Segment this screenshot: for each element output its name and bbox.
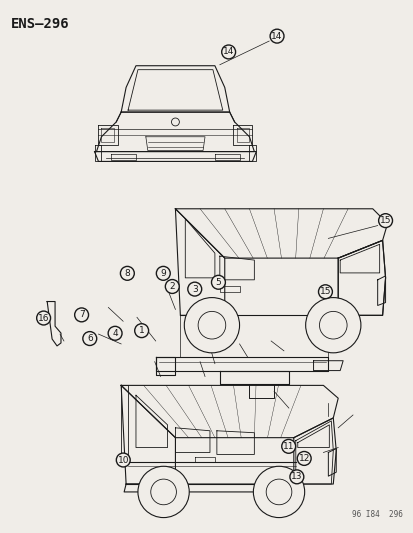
Text: 6: 6 <box>87 334 93 343</box>
Circle shape <box>83 332 97 345</box>
Circle shape <box>221 45 235 59</box>
Circle shape <box>289 470 303 484</box>
Text: 2: 2 <box>169 282 175 291</box>
Text: 12: 12 <box>298 454 309 463</box>
Circle shape <box>134 324 148 337</box>
Text: 13: 13 <box>290 472 302 481</box>
Circle shape <box>156 266 170 280</box>
Circle shape <box>120 266 134 280</box>
Text: 16: 16 <box>38 313 49 322</box>
Circle shape <box>188 282 201 296</box>
Circle shape <box>319 311 346 339</box>
Text: 3: 3 <box>191 285 197 294</box>
Circle shape <box>281 439 295 453</box>
Circle shape <box>266 479 291 505</box>
Text: 8: 8 <box>124 269 130 278</box>
Circle shape <box>150 479 176 505</box>
Text: 15: 15 <box>379 216 390 225</box>
Text: 7: 7 <box>78 310 84 319</box>
Text: 11: 11 <box>282 442 294 451</box>
Text: 1: 1 <box>138 326 144 335</box>
Circle shape <box>184 297 239 353</box>
Text: ENS–296: ENS–296 <box>11 18 69 31</box>
Circle shape <box>378 214 392 228</box>
Text: 15: 15 <box>319 287 330 296</box>
Circle shape <box>211 276 225 289</box>
Circle shape <box>297 451 311 465</box>
Circle shape <box>37 311 50 325</box>
Circle shape <box>74 308 88 322</box>
Circle shape <box>165 279 179 294</box>
Text: 10: 10 <box>117 456 129 465</box>
Circle shape <box>253 466 304 518</box>
Circle shape <box>108 326 122 340</box>
Circle shape <box>305 297 360 353</box>
Text: 5: 5 <box>215 278 221 287</box>
Text: 4: 4 <box>112 329 118 338</box>
Circle shape <box>198 311 225 339</box>
Text: 14: 14 <box>223 47 234 56</box>
Text: 14: 14 <box>271 31 282 41</box>
Circle shape <box>116 453 130 467</box>
Text: 96 I84  296: 96 I84 296 <box>351 510 402 519</box>
Circle shape <box>138 466 189 518</box>
Text: 9: 9 <box>160 269 166 278</box>
Circle shape <box>269 29 283 43</box>
Circle shape <box>318 285 332 298</box>
